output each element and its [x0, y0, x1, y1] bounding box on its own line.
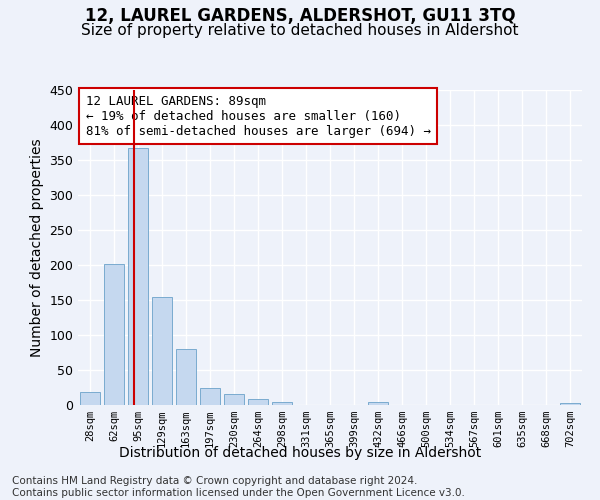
Text: 12, LAUREL GARDENS, ALDERSHOT, GU11 3TQ: 12, LAUREL GARDENS, ALDERSHOT, GU11 3TQ	[85, 8, 515, 26]
Bar	[176, 349, 196, 405]
Bar	[128, 148, 148, 405]
Text: Distribution of detached houses by size in Aldershot: Distribution of detached houses by size …	[119, 446, 481, 460]
Bar	[80, 392, 100, 405]
Bar	[224, 394, 244, 405]
Bar	[248, 400, 268, 405]
Text: Contains HM Land Registry data © Crown copyright and database right 2024.
Contai: Contains HM Land Registry data © Crown c…	[12, 476, 465, 498]
Bar	[272, 402, 292, 405]
Bar	[368, 402, 388, 405]
Bar	[152, 296, 172, 405]
Y-axis label: Number of detached properties: Number of detached properties	[30, 138, 44, 357]
Text: Size of property relative to detached houses in Aldershot: Size of property relative to detached ho…	[81, 22, 519, 38]
Bar	[200, 388, 220, 405]
Text: 12 LAUREL GARDENS: 89sqm
← 19% of detached houses are smaller (160)
81% of semi-: 12 LAUREL GARDENS: 89sqm ← 19% of detach…	[86, 94, 431, 138]
Bar	[104, 264, 124, 405]
Bar	[560, 403, 580, 405]
